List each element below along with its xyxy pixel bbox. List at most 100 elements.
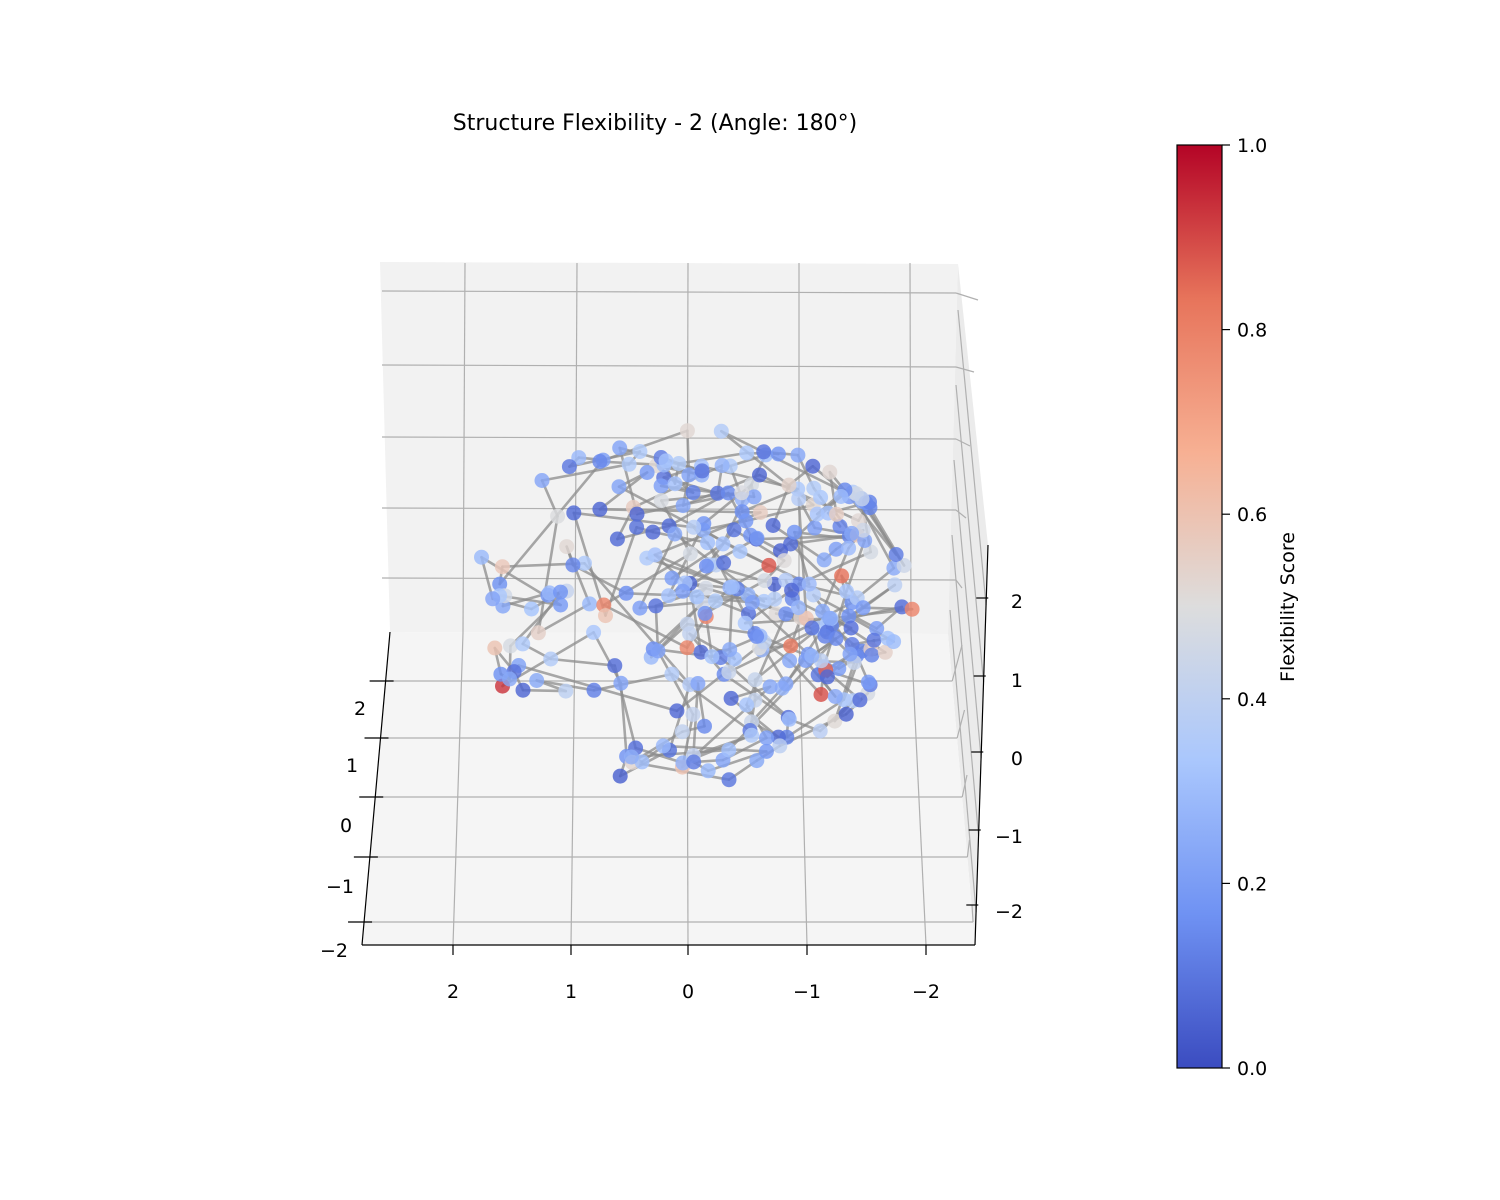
colorbar-tick-label: 0.2 bbox=[1237, 873, 1267, 895]
atom-point bbox=[553, 597, 569, 613]
atom-point bbox=[778, 606, 794, 622]
atom-point bbox=[661, 588, 677, 604]
atom-point bbox=[612, 768, 628, 784]
atom-point bbox=[806, 480, 822, 496]
bond bbox=[583, 561, 692, 686]
atom-point bbox=[822, 464, 838, 480]
bond bbox=[549, 657, 617, 667]
atom-point bbox=[586, 624, 602, 640]
atom-point bbox=[689, 589, 705, 605]
bond bbox=[616, 524, 671, 541]
y-tick-label: 1 bbox=[346, 755, 358, 777]
atom-point bbox=[866, 632, 882, 648]
x-tick-label: 0 bbox=[682, 981, 694, 1003]
atom-point bbox=[864, 647, 880, 663]
atom-point bbox=[515, 636, 531, 652]
atom-point bbox=[784, 582, 800, 598]
atom-point bbox=[566, 505, 582, 521]
atom-point bbox=[609, 531, 625, 547]
z-tick-label: 1 bbox=[1011, 670, 1023, 692]
atom-point bbox=[749, 628, 765, 644]
atom-point bbox=[804, 648, 820, 664]
atom-point bbox=[524, 601, 539, 617]
atom-point bbox=[679, 423, 695, 439]
atom-point bbox=[737, 615, 753, 631]
bond bbox=[745, 612, 788, 707]
bond bbox=[661, 744, 768, 753]
atom-point bbox=[722, 642, 738, 658]
atom-point bbox=[474, 549, 489, 565]
atom-point bbox=[667, 476, 683, 492]
atom-point bbox=[710, 485, 726, 501]
atom-point bbox=[629, 506, 645, 522]
atom-point bbox=[841, 540, 857, 556]
atom-point bbox=[623, 749, 639, 765]
atom-point bbox=[807, 520, 823, 536]
atom-point bbox=[827, 713, 843, 729]
atom-point bbox=[790, 600, 806, 616]
atom-point bbox=[770, 446, 786, 462]
atom-point bbox=[772, 738, 788, 754]
bond bbox=[740, 487, 800, 514]
atom-point bbox=[863, 544, 879, 560]
atom-point bbox=[739, 697, 755, 713]
atom-point bbox=[757, 573, 773, 589]
atom-point bbox=[747, 672, 763, 688]
atom-point bbox=[762, 679, 778, 695]
atom-point bbox=[842, 646, 858, 662]
atom-point bbox=[767, 591, 783, 607]
atom-point bbox=[611, 479, 627, 495]
atom-point bbox=[675, 583, 691, 599]
atom-point bbox=[699, 558, 714, 574]
atom-point bbox=[632, 444, 648, 459]
atom-point bbox=[708, 593, 723, 609]
atom-point bbox=[843, 620, 859, 636]
atom-point bbox=[664, 570, 680, 586]
atom-point bbox=[515, 682, 531, 698]
colorbar-tick-label: 0.8 bbox=[1237, 320, 1267, 342]
atom-point bbox=[592, 501, 608, 517]
atom-point bbox=[586, 682, 602, 698]
atom-point bbox=[653, 493, 669, 509]
atom-point bbox=[607, 658, 623, 674]
colorbar bbox=[1176, 144, 1223, 1069]
atom-point bbox=[685, 485, 701, 501]
atom-point bbox=[752, 505, 768, 520]
atom-point bbox=[697, 605, 713, 621]
y-axis-ticks: 2 1 0 −1 −2 bbox=[320, 680, 394, 962]
atom-point bbox=[904, 601, 920, 617]
atom-point bbox=[841, 608, 857, 624]
atom-point bbox=[682, 546, 698, 562]
atom-point bbox=[541, 585, 557, 601]
bond bbox=[727, 626, 820, 674]
y-tick-label: 0 bbox=[340, 815, 352, 837]
atom-point bbox=[582, 596, 598, 612]
atom-point bbox=[571, 450, 587, 466]
atom-point bbox=[669, 703, 685, 719]
atom-point bbox=[675, 498, 691, 514]
atom-point bbox=[732, 544, 748, 559]
bond bbox=[788, 659, 823, 696]
atom-point bbox=[675, 755, 691, 771]
y-axis-line bbox=[361, 631, 391, 946]
atom-point bbox=[681, 467, 697, 483]
bond bbox=[521, 590, 562, 646]
atom-point bbox=[852, 692, 868, 708]
chart-title: Structure Flexibility - 2 (Angle: 180°) bbox=[453, 111, 857, 136]
atom-point bbox=[598, 608, 613, 624]
atom-point bbox=[558, 683, 574, 699]
atom-point bbox=[577, 555, 592, 571]
atom-point bbox=[886, 634, 902, 650]
atom-point bbox=[686, 754, 702, 770]
bond bbox=[855, 566, 896, 600]
atoms bbox=[474, 423, 920, 788]
atom-point bbox=[621, 456, 637, 472]
y-tick-label: −1 bbox=[326, 876, 354, 898]
atom-point bbox=[746, 489, 762, 505]
atom-point bbox=[756, 444, 772, 460]
atom-point bbox=[816, 552, 832, 568]
atom-point bbox=[786, 524, 802, 540]
atom-point bbox=[739, 445, 755, 461]
atom-point bbox=[487, 640, 503, 656]
atom-point bbox=[492, 576, 508, 592]
